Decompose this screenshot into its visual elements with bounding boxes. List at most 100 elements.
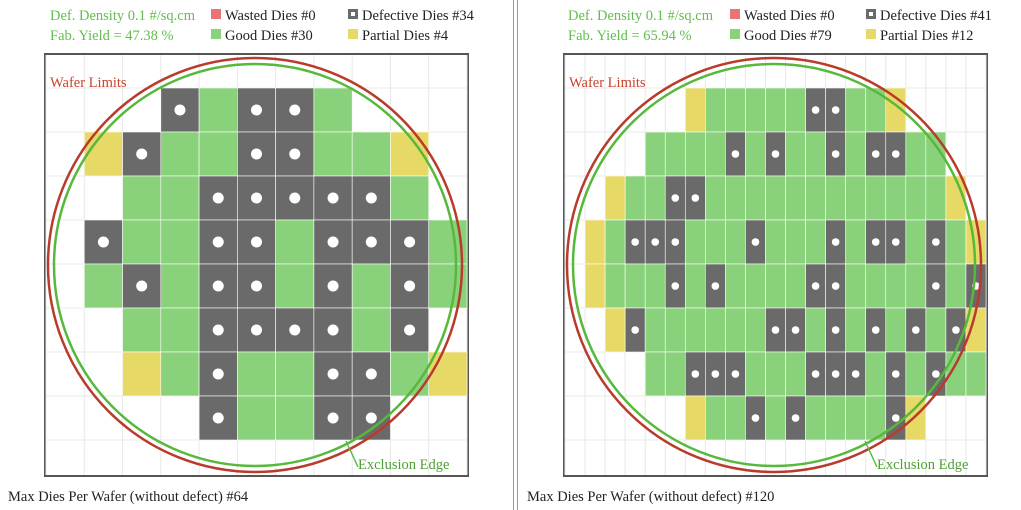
defect-dot [365,368,377,380]
good-die [825,175,846,221]
good-die [705,395,726,441]
good-die [684,131,706,177]
partial-die [604,175,626,221]
good-die [905,219,927,265]
partial-die [684,395,706,441]
good-dies-legend: Good Dies #30 [211,28,313,45]
good-die [644,263,666,309]
good-dies-legend: Good Dies #79 [730,28,832,45]
defect-dot [327,236,339,248]
wasted-dies-label: Wasted Dies #0 [744,8,835,24]
good-die [785,87,806,133]
good-die [885,263,907,309]
good-die [845,263,867,309]
defect-dot [871,150,880,158]
good-die [765,351,786,397]
defect-dot [251,192,262,204]
partial-die [584,263,606,309]
wasted-swatch-icon [211,9,221,19]
defect-dot [831,370,840,378]
partial-swatch-icon [348,29,358,39]
good-die [805,219,826,265]
defect-dot [251,324,262,336]
good-die [785,131,806,177]
good-die [805,307,826,353]
good-die [745,175,766,221]
good-die [705,307,726,353]
defect-dot [671,238,680,246]
partial-dies-legend: Partial Dies #12 [866,28,973,45]
good-die [122,175,162,221]
defect-dot [212,368,224,380]
defective-dies-label: Defective Dies #41 [880,8,992,24]
defect-dot [251,280,262,292]
defect-dot [174,104,186,116]
defect-dot [871,238,880,246]
defective-dies-legend: Defective Dies #41 [866,8,992,25]
defect-dot [671,194,680,202]
good-die [765,87,786,133]
def-density-label: Def. Density 0.1 #/sq.cm [568,8,713,24]
good-dies-label: Good Dies #30 [225,28,313,44]
good-die [885,175,907,221]
defect-dot [932,238,940,246]
defect-dot [327,412,339,424]
good-die [745,87,766,133]
defect-dot [631,238,639,246]
defect-dot [631,326,639,334]
good-die [745,307,766,353]
defect-dot [891,414,900,422]
die-grid [584,87,987,441]
good-die [122,307,162,353]
panel-divider [513,0,514,510]
good-die [390,175,430,221]
good-die [925,175,947,221]
exclusion-edge-label: Exclusion Edge [877,457,968,473]
good-die [351,131,391,177]
defect-dot [751,414,760,422]
good-die [925,307,947,353]
defect-dot [891,150,900,158]
defect-dot [212,236,224,248]
defect-dot [327,192,339,204]
wafer-limit-circle [565,56,983,474]
good-die [845,219,867,265]
defect-dot [289,192,301,204]
defective-swatch-icon [348,9,358,19]
die-grid [83,87,468,441]
good-die [160,175,200,221]
good-die [785,175,806,221]
wafer-panel-right: Def. Density 0.1 #/sq.cm Fab. Yield = 65… [518,0,1021,510]
exclusion-edge-leader [345,440,359,468]
good-die [785,263,806,309]
partial-dies-label: Partial Dies #12 [880,28,974,44]
good-die [865,175,887,221]
defect-dot [912,326,920,334]
good-die [745,351,766,397]
good-die [785,219,806,265]
good-die [765,175,786,221]
panel-divider [517,0,518,510]
good-dies-label: Good Dies #79 [744,28,832,44]
defect-dot [136,148,148,160]
good-die [624,175,646,221]
good-die [845,175,867,221]
good-die [845,131,867,177]
good-die [644,175,666,221]
defect-dot [932,282,940,290]
good-die [865,263,887,309]
good-die [965,351,987,397]
def-density-label: Def. Density 0.1 #/sq.cm [50,8,195,24]
good-die [945,263,967,309]
exclusion-edge-circle [571,62,977,468]
wasted-dies-legend: Wasted Dies #0 [211,8,316,25]
wafer-panel-left: Def. Density 0.1 #/sq.cm Fab. Yield = 47… [8,8,474,505]
good-die [885,307,907,353]
wasted-swatch-icon [730,9,740,19]
defective-dies-legend: Defective Dies #34 [348,8,474,25]
good-die [237,395,276,441]
defect-dot [327,368,339,380]
partial-dies-legend: Partial Dies #4 [348,28,448,45]
good-die [624,263,646,309]
